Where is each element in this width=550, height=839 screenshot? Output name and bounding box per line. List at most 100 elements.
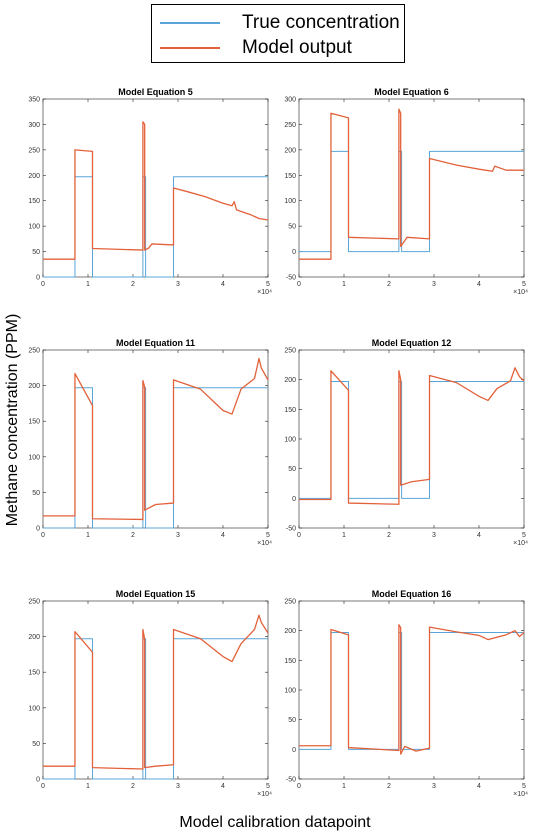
x-tick-label: 4 [477, 783, 481, 790]
plot-area [42, 98, 269, 278]
y-tick-label: 350 [28, 97, 40, 104]
x-exponent-label: ×10⁴ [257, 540, 272, 547]
x-exponent-label: ×10⁴ [257, 289, 272, 296]
y-tick-label: 200 [28, 173, 40, 180]
legend-label-model-output: Model output [242, 37, 352, 58]
y-tick-label: 300 [284, 97, 296, 104]
x-tick-label: 0 [41, 532, 45, 539]
x-exponent-label: ×10⁴ [257, 791, 272, 798]
x-tick-label: 3 [176, 281, 180, 288]
y-tick-label: 100 [28, 454, 40, 461]
x-tick-label: 3 [176, 532, 180, 539]
x-tick-label: 2 [387, 532, 391, 539]
y-tick-label: 250 [28, 599, 40, 606]
y-tick-label: -50 [286, 777, 296, 784]
y-tick-label: 200 [28, 634, 40, 641]
x-tick-label: 5 [522, 783, 526, 790]
series-line-model-output [299, 367, 525, 505]
y-tick-label: 300 [28, 122, 40, 129]
y-tick-label: 50 [288, 717, 296, 724]
x-tick-label: 0 [41, 783, 45, 790]
y-tick-label: 150 [284, 658, 296, 665]
y-tick-label: 100 [28, 705, 40, 712]
chart-title: Model Equation 5 [118, 87, 193, 97]
chart-panel-6: Model Equation 16 -50 0 50 100 150 200 250 0 1 2 3 4… [274, 586, 534, 798]
y-tick-label: 150 [284, 407, 296, 414]
x-tick-label: 1 [86, 532, 90, 539]
plot-area [42, 600, 269, 780]
plot-area [298, 600, 525, 780]
x-tick-label: 4 [221, 783, 225, 790]
x-tick-label: 2 [387, 783, 391, 790]
legend-swatch-true-concentration [160, 22, 220, 24]
y-tick-label: 250 [28, 348, 40, 355]
x-tick-label: 3 [432, 281, 436, 288]
plot-area [298, 98, 525, 278]
y-tick-label: 250 [284, 122, 296, 129]
x-tick-label: 1 [86, 281, 90, 288]
y-tick-label: 0 [36, 777, 40, 784]
chart-panel-2: Model Equation 6 -50 0 50 100 150 200 250 300 0 1 2… [274, 84, 534, 296]
y-tick-label: 0 [292, 249, 296, 256]
chart-panel-1: Model Equation 5 0 50 100 150 200 250 300 350 0 1 2… [18, 84, 278, 296]
chart-panel-4: Model Equation 12 -50 0 50 100 150 200 250 0 1 2 3 4… [274, 335, 534, 547]
y-tick-label: 150 [284, 173, 296, 180]
y-tick-label: 0 [36, 275, 40, 282]
x-tick-label: 0 [297, 783, 301, 790]
y-tick-label: 100 [28, 224, 40, 231]
y-tick-label: 100 [284, 198, 296, 205]
x-tick-label: 4 [477, 532, 481, 539]
y-tick-label: 250 [284, 599, 296, 606]
x-tick-label: 4 [477, 281, 481, 288]
y-tick-label: 0 [292, 747, 296, 754]
y-tick-label: 100 [284, 688, 296, 695]
series-line-model-output [43, 357, 269, 521]
y-tick-label: 150 [28, 198, 40, 205]
y-tick-label: 100 [284, 437, 296, 444]
x-exponent-label: ×10⁴ [513, 289, 528, 296]
x-tick-label: 2 [131, 783, 135, 790]
y-tick-label: 50 [32, 249, 40, 256]
x-tick-label: 5 [266, 532, 270, 539]
x-tick-label: 3 [176, 783, 180, 790]
y-tick-label: -50 [286, 526, 296, 533]
chart-title: Model Equation 15 [116, 589, 196, 599]
chart-title: Model Equation 12 [372, 338, 452, 348]
y-tick-label: 50 [32, 741, 40, 748]
series-line-model-output [43, 614, 269, 770]
x-tick-label: 0 [41, 281, 45, 288]
x-tick-label: 5 [266, 281, 270, 288]
x-tick-label: 3 [432, 532, 436, 539]
y-tick-label: 200 [284, 628, 296, 635]
y-tick-label: 200 [284, 147, 296, 154]
series-line-model-output [299, 108, 524, 260]
legend-swatch-model-output [160, 47, 220, 49]
x-tick-label: 1 [342, 783, 346, 790]
x-axis-label: Model calibration datapoint [179, 814, 371, 831]
series-line-model-output [299, 624, 525, 755]
y-tick-label: 250 [28, 147, 40, 154]
y-tick-label: 150 [28, 419, 40, 426]
chart-panel-5: Model Equation 15 0 50 100 150 200 250 0 1 2 3 4 5 ×1… [18, 586, 278, 798]
legend: True concentration Model output [151, 4, 405, 63]
x-tick-label: 4 [221, 532, 225, 539]
y-tick-label: 50 [288, 224, 296, 231]
y-tick-label: 200 [284, 377, 296, 384]
series-line-model-output [43, 121, 269, 260]
chart-panel-3: Model Equation 11 0 50 100 150 200 250 0 1 2 3 4 5 ×1… [18, 335, 278, 547]
x-tick-label: 1 [86, 783, 90, 790]
chart-title: Model Equation 11 [116, 338, 195, 348]
y-tick-label: -50 [286, 275, 296, 282]
x-tick-label: 4 [221, 281, 225, 288]
legend-item-model-output: Model output [152, 36, 404, 60]
y-tick-label: 0 [292, 496, 296, 503]
x-tick-label: 2 [131, 281, 135, 288]
x-tick-label: 5 [266, 783, 270, 790]
plot-area [42, 349, 269, 529]
y-tick-label: 0 [36, 526, 40, 533]
x-tick-label: 0 [297, 281, 301, 288]
x-tick-label: 0 [297, 532, 301, 539]
y-tick-label: 150 [28, 670, 40, 677]
y-tick-label: 250 [284, 348, 296, 355]
x-tick-label: 1 [342, 281, 346, 288]
